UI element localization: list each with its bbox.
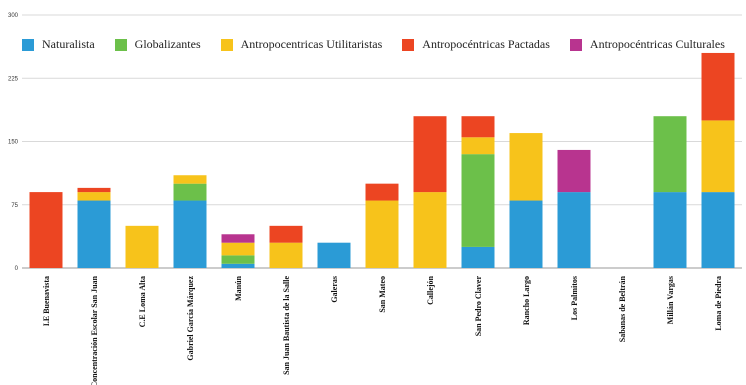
bar-segment: [413, 192, 447, 268]
bar-segment: [77, 192, 111, 201]
legend-item-pactadas: Antropocéntricas Pactadas: [402, 37, 550, 52]
bar-segment: [269, 242, 303, 268]
x-tick-label: Gabriel García Márquez: [186, 276, 195, 361]
legend-swatch: [220, 38, 233, 51]
y-tick-label: 300: [8, 13, 19, 19]
bar-segment: [653, 116, 687, 193]
legend-swatch: [22, 38, 34, 51]
x-tick-label: San Pedro Claver: [474, 276, 483, 337]
x-tick-label: Manún: [234, 275, 243, 300]
x-tick-label: Concentración Escolar San Juan: [90, 275, 99, 385]
legend-item-utilitaristas: Antropocentricas Utilitaristas: [220, 37, 383, 52]
x-tick-label: San Mateo: [378, 276, 387, 313]
bar-segment: [317, 242, 351, 268]
x-tick-label: I.E Buenavista: [42, 276, 51, 326]
bar-segment: [557, 192, 591, 268]
bar-segment: [173, 200, 207, 268]
legend-item-globalizantes: Globalizantes: [114, 37, 201, 52]
bar-segment: [269, 225, 303, 243]
x-tick-label: Los Palmitos: [570, 276, 579, 320]
bar-segment: [365, 200, 399, 268]
chart-legend: Naturalista Globalizantes Antropocentric…: [22, 37, 725, 52]
bar-segment: [461, 246, 495, 268]
x-tick-label: Millán Vargas: [666, 276, 675, 324]
bar-segment: [461, 116, 495, 138]
bar-segment: [221, 263, 255, 268]
bar-segment: [701, 120, 735, 193]
x-tick-label: Loma de Piedra: [714, 276, 723, 331]
legend-label: Globalizantes: [134, 37, 201, 51]
bar-segment: [701, 192, 735, 268]
bar-segment: [29, 192, 63, 268]
bar-segment: [701, 52, 735, 121]
legend-swatch: [569, 38, 582, 51]
legend-label: Antropocéntricas Culturales: [589, 37, 725, 51]
bar-segment: [557, 149, 591, 193]
y-tick-label: 0: [15, 266, 19, 272]
bar-segment: [221, 234, 255, 243]
bar-segment: [173, 175, 207, 184]
bar-segment: [77, 187, 111, 193]
bar-segment: [365, 183, 399, 201]
bar-segment: [461, 154, 495, 247]
bar-segment: [221, 255, 255, 264]
x-tick-label: Rancho Largo: [522, 276, 531, 325]
bar-segment: [173, 183, 207, 201]
legend-item-culturales: Antropocéntricas Culturales: [569, 37, 725, 52]
y-tick-label: 225: [8, 76, 19, 82]
legend-label: Naturalista: [42, 37, 95, 51]
y-tick-label: 75: [11, 203, 18, 209]
legend-label: Antropocéntricas Pactadas: [422, 37, 550, 51]
bar-segment: [125, 225, 159, 268]
legend-swatch: [114, 38, 127, 51]
legend-item-naturalista: Naturalista: [22, 37, 95, 52]
x-tick-label: Callejón: [426, 275, 435, 304]
x-tick-label: Galeras: [330, 276, 339, 303]
x-tick-label: San Juan Bautista de la Salle: [282, 276, 291, 375]
bar-segment: [413, 116, 447, 193]
legend-label: Antropocentricas Utilitaristas: [240, 37, 383, 51]
y-tick-label: 150: [8, 140, 19, 146]
bar-segment: [461, 137, 495, 155]
legend-swatch: [402, 38, 415, 51]
bar-segment: [509, 133, 543, 201]
x-tick-label: C.E Loma Alta: [138, 276, 147, 327]
x-tick-label: Sabanas de Beltrán: [618, 275, 627, 342]
bar-segment: [77, 200, 111, 268]
bar-segment: [221, 242, 255, 256]
bar-segment: [509, 200, 543, 268]
bar-segment: [653, 192, 687, 268]
